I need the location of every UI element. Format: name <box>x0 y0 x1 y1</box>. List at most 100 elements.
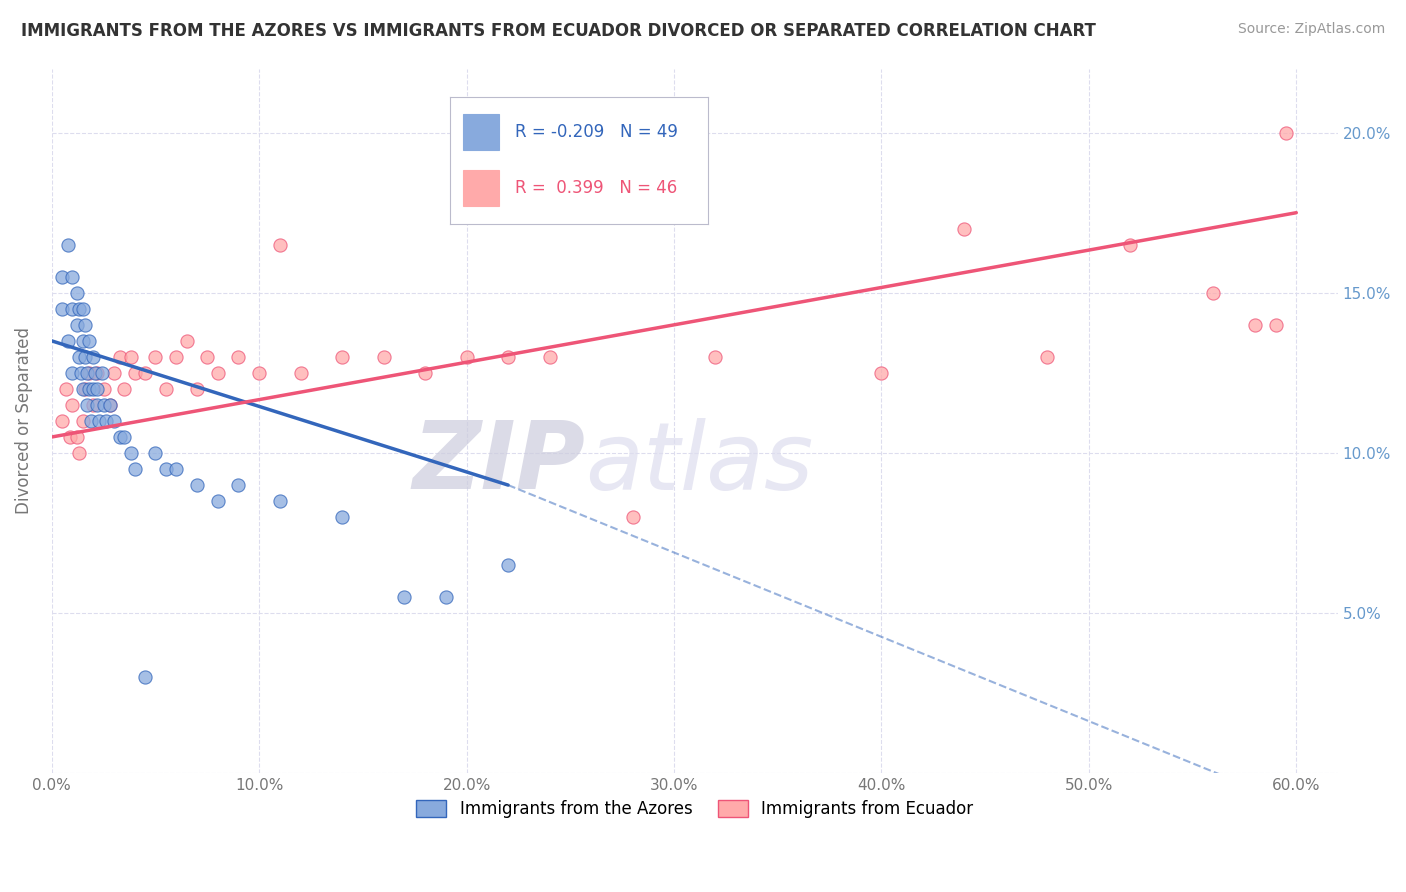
Point <box>66 285 89 300</box>
Point <box>108 430 131 444</box>
Point <box>89 414 111 428</box>
Point <box>330 350 353 364</box>
Point <box>72 301 94 316</box>
Point <box>98 398 121 412</box>
Point <box>186 382 208 396</box>
Point <box>269 494 291 508</box>
Point <box>434 591 457 605</box>
Point <box>51 269 73 284</box>
Point <box>1119 237 1142 252</box>
Point <box>165 462 187 476</box>
Point <box>176 334 198 348</box>
Point <box>67 446 90 460</box>
Point <box>51 301 73 316</box>
Point <box>195 350 218 364</box>
Point <box>77 382 100 396</box>
Point <box>134 366 156 380</box>
Point <box>155 382 177 396</box>
Point <box>90 366 112 380</box>
Point <box>145 446 167 460</box>
Text: ZIP: ZIP <box>412 417 585 509</box>
Point <box>62 269 84 284</box>
Point <box>67 301 90 316</box>
Point <box>72 414 94 428</box>
Point <box>98 398 121 412</box>
Point <box>496 350 519 364</box>
Point <box>93 382 115 396</box>
Point <box>80 414 103 428</box>
Point <box>76 398 98 412</box>
Point <box>413 366 436 380</box>
Point <box>456 350 478 364</box>
Point <box>94 414 117 428</box>
Point <box>86 382 108 396</box>
Point <box>1264 318 1286 332</box>
Point <box>73 318 96 332</box>
Point <box>870 366 893 380</box>
Point <box>108 350 131 364</box>
Point <box>86 398 108 412</box>
Point <box>103 414 125 428</box>
Point <box>62 366 84 380</box>
Point <box>1243 318 1265 332</box>
Point <box>73 350 96 364</box>
Point <box>1036 350 1059 364</box>
Point <box>269 237 291 252</box>
Point <box>1202 285 1225 300</box>
Point <box>704 350 727 364</box>
Point <box>621 510 644 524</box>
Point <box>330 510 353 524</box>
Text: IMMIGRANTS FROM THE AZORES VS IMMIGRANTS FROM ECUADOR DIVORCED OR SEPARATED CORR: IMMIGRANTS FROM THE AZORES VS IMMIGRANTS… <box>21 22 1095 40</box>
Point <box>72 382 94 396</box>
Point <box>66 318 89 332</box>
Point <box>496 558 519 573</box>
Point <box>186 478 208 492</box>
Point <box>82 398 104 412</box>
Point <box>76 366 98 380</box>
Point <box>165 350 187 364</box>
Y-axis label: Divorced or Separated: Divorced or Separated <box>15 327 32 515</box>
Text: Source: ZipAtlas.com: Source: ZipAtlas.com <box>1237 22 1385 37</box>
Point <box>66 430 89 444</box>
Point <box>82 350 104 364</box>
Text: atlas: atlas <box>585 417 814 508</box>
Point <box>86 366 108 380</box>
Point <box>58 334 80 348</box>
Point <box>112 382 135 396</box>
Point <box>69 366 91 380</box>
Point <box>51 414 73 428</box>
Point <box>207 366 229 380</box>
Point <box>73 382 96 396</box>
Point <box>145 350 167 364</box>
Point <box>62 398 84 412</box>
Point <box>77 334 100 348</box>
Legend: Immigrants from the Azores, Immigrants from Ecuador: Immigrants from the Azores, Immigrants f… <box>409 794 980 825</box>
Point <box>62 301 84 316</box>
Point <box>55 382 77 396</box>
Point <box>59 430 82 444</box>
Point <box>58 237 80 252</box>
Point <box>93 398 115 412</box>
Point <box>373 350 395 364</box>
Point <box>84 366 107 380</box>
Point <box>953 221 976 235</box>
Point <box>67 350 90 364</box>
Point <box>1275 126 1298 140</box>
Point <box>112 430 135 444</box>
Point <box>72 334 94 348</box>
Point <box>538 350 561 364</box>
Point <box>207 494 229 508</box>
Point <box>247 366 270 380</box>
Point <box>155 462 177 476</box>
Point <box>82 382 104 396</box>
Point <box>124 462 146 476</box>
Point <box>120 350 142 364</box>
Point <box>134 670 156 684</box>
Point <box>228 478 250 492</box>
Point <box>103 366 125 380</box>
Point <box>394 591 416 605</box>
Point <box>290 366 312 380</box>
Point <box>120 446 142 460</box>
Point <box>228 350 250 364</box>
Point <box>124 366 146 380</box>
